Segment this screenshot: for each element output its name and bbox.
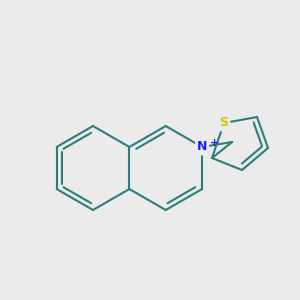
- Text: S: S: [220, 116, 229, 130]
- Text: +: +: [209, 138, 219, 148]
- Text: N: N: [197, 140, 207, 154]
